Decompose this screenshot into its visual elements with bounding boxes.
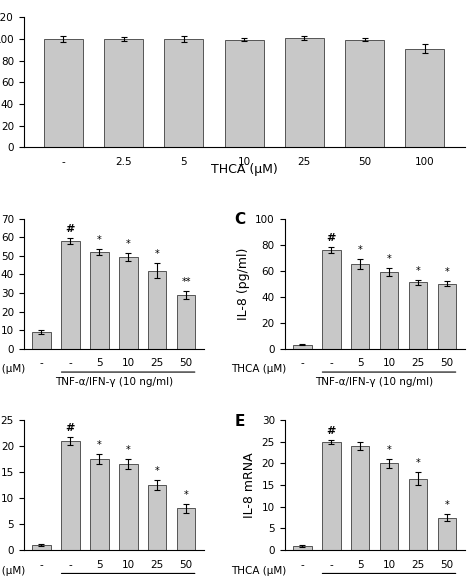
Text: *: * xyxy=(445,500,449,510)
Text: *: * xyxy=(416,458,420,468)
Bar xyxy=(285,38,324,147)
Bar xyxy=(148,485,166,550)
Text: TNF-α/IFN-γ (10 ng/ml): TNF-α/IFN-γ (10 ng/ml) xyxy=(55,378,173,387)
Bar xyxy=(409,283,428,349)
Y-axis label: IL-8 mRNA: IL-8 mRNA xyxy=(243,452,256,518)
Text: *: * xyxy=(416,266,420,276)
Bar xyxy=(104,39,143,147)
Text: THCA (μM): THCA (μM) xyxy=(0,566,25,576)
Bar xyxy=(438,518,456,550)
Text: *: * xyxy=(155,466,159,476)
Bar xyxy=(293,345,311,349)
Bar xyxy=(44,39,83,147)
Text: #: # xyxy=(65,423,75,433)
Text: *: * xyxy=(358,245,363,255)
Y-axis label: IL-8 (pg/ml): IL-8 (pg/ml) xyxy=(237,248,250,320)
Bar xyxy=(148,271,166,349)
Text: *: * xyxy=(97,236,101,245)
Bar xyxy=(438,284,456,349)
X-axis label: THCA (μM): THCA (μM) xyxy=(211,163,277,176)
Text: #: # xyxy=(327,426,336,436)
Text: THCA (μM): THCA (μM) xyxy=(0,364,25,374)
Bar xyxy=(405,49,445,147)
Text: *: * xyxy=(387,254,392,264)
Text: **: ** xyxy=(181,277,191,287)
Bar xyxy=(322,442,340,550)
Text: #: # xyxy=(327,233,336,243)
Bar xyxy=(409,479,428,550)
Text: *: * xyxy=(126,445,130,455)
Text: C: C xyxy=(234,212,246,227)
Bar xyxy=(32,332,51,349)
Text: #: # xyxy=(65,224,75,234)
Bar xyxy=(118,257,137,349)
Bar xyxy=(177,508,195,550)
Bar xyxy=(177,295,195,349)
Text: *: * xyxy=(126,239,130,249)
Bar xyxy=(345,39,384,147)
Bar xyxy=(225,39,264,147)
Bar xyxy=(61,441,80,550)
Bar xyxy=(90,459,109,550)
Bar xyxy=(351,446,370,550)
Text: THCA (μM): THCA (μM) xyxy=(231,566,286,576)
Bar xyxy=(118,464,137,550)
Bar xyxy=(90,252,109,349)
Bar xyxy=(32,545,51,550)
Bar xyxy=(351,264,370,349)
Bar xyxy=(380,463,399,550)
Text: TNF-α/IFN-γ (10 ng/ml): TNF-α/IFN-γ (10 ng/ml) xyxy=(316,378,434,387)
Bar xyxy=(61,241,80,349)
Text: THCA (μM): THCA (μM) xyxy=(231,364,286,374)
Bar xyxy=(322,250,340,349)
Text: *: * xyxy=(155,250,159,259)
Text: *: * xyxy=(183,490,188,500)
Text: *: * xyxy=(387,445,392,455)
Text: E: E xyxy=(234,413,245,428)
Bar xyxy=(293,546,311,550)
Text: *: * xyxy=(445,267,449,277)
Text: *: * xyxy=(97,440,101,450)
Bar xyxy=(380,272,399,349)
Bar xyxy=(164,39,203,147)
